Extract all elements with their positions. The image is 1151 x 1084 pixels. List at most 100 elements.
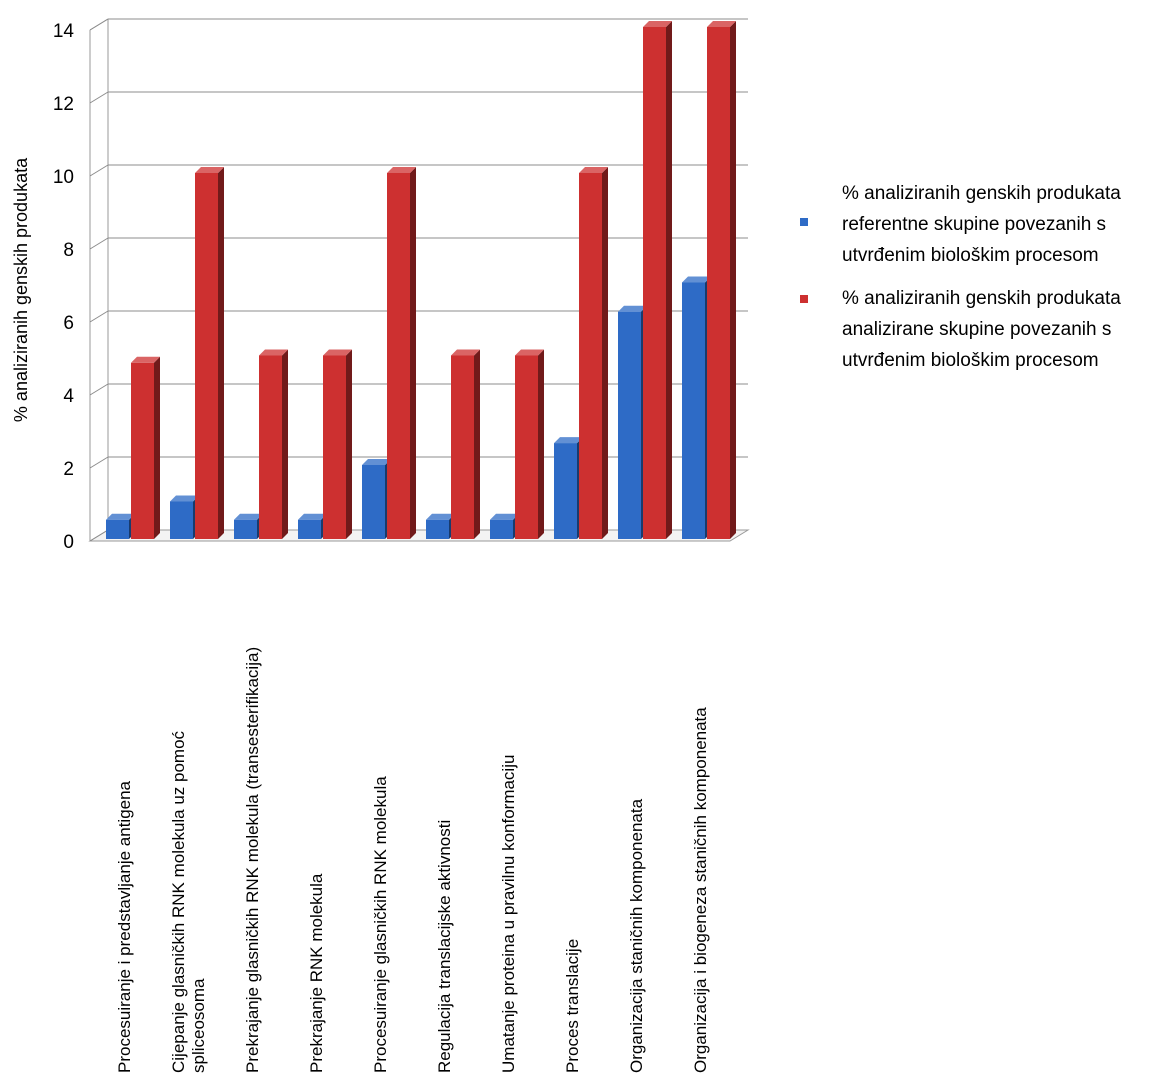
bar <box>131 356 160 539</box>
bar-top <box>106 513 135 520</box>
x-tick-label-line: Regulacija translacijske aktivnosti <box>435 820 454 1073</box>
bar-side <box>538 349 544 539</box>
bar-top <box>323 349 352 356</box>
x-tick-label: Proces translacije <box>563 939 582 1073</box>
y-tick-label: 4 <box>63 386 74 407</box>
bar-top <box>579 167 608 173</box>
bar-top <box>554 437 583 444</box>
bar <box>618 305 647 539</box>
bar <box>298 513 327 539</box>
bar-top <box>131 356 160 363</box>
x-tick-label-line: Procesuiranje glasničkih RNK molekula <box>371 776 390 1073</box>
bar-front <box>323 355 346 539</box>
x-tick-label-line: Umatanje proteina u pravilnu konformacij… <box>499 755 518 1073</box>
gridline-diagonal <box>89 383 109 396</box>
bar-top <box>643 21 672 27</box>
bar-side <box>602 167 608 539</box>
bar <box>515 349 544 539</box>
bar-side <box>410 167 416 539</box>
bar <box>579 167 608 539</box>
x-tick-label: Prekrajanje RNK molekula <box>307 873 326 1073</box>
bar-front <box>451 355 474 539</box>
y-tick-label: 12 <box>53 94 74 115</box>
bar-top <box>234 513 263 520</box>
bar-side <box>474 349 480 539</box>
legend-swatch-red <box>800 295 808 303</box>
x-tick-label: Cijepanje glasničkih RNK molekula uz pom… <box>169 730 208 1073</box>
legend-label-line: referentne skupine povezanih s <box>842 214 1107 235</box>
bar <box>106 513 135 539</box>
bar-side <box>666 21 672 539</box>
bar <box>490 513 519 539</box>
bar <box>387 167 416 539</box>
y-tick-label: 10 <box>53 167 74 188</box>
x-tick-label: Organizacija i biogeneza staničnih kompo… <box>691 707 710 1073</box>
gridline-diagonal <box>89 237 109 250</box>
x-tick-label: Prekrajanje glasničkih RNK molekula (tra… <box>243 647 262 1073</box>
x-tick-label-line: Prekrajanje glasničkih RNK molekula (tra… <box>243 647 262 1073</box>
y-tick-label: 0 <box>63 532 74 553</box>
bar-top <box>490 513 519 520</box>
bar <box>707 21 736 539</box>
x-tick-label-line: Organizacija staničnih komponenata <box>627 798 646 1073</box>
bar-side <box>218 167 224 539</box>
legend-item-analyzed: % analiziranih genskih produkata analizi… <box>790 283 1150 376</box>
bar-top <box>195 167 224 173</box>
bar <box>643 21 672 539</box>
x-tick-label-line: Cijepanje glasničkih RNK molekula uz pom… <box>169 730 188 1073</box>
y-tick-label: 8 <box>63 240 74 261</box>
bar <box>426 513 455 539</box>
bar-front <box>234 519 257 539</box>
legend-item-reference: % analiziranih genskih produkata referen… <box>790 178 1150 271</box>
bar-front <box>106 519 129 539</box>
bar <box>234 513 263 539</box>
x-tick-label: Procesuiranje i predstavljanje antigena <box>115 780 134 1073</box>
legend-label-line: % analiziranih genskih produkata <box>842 288 1121 309</box>
bar-front <box>298 519 321 539</box>
bar-top <box>707 21 736 27</box>
bar-top <box>170 495 199 502</box>
bar-top <box>682 276 711 283</box>
legend-swatch-blue <box>800 218 808 226</box>
x-tick-label: Regulacija translacijske aktivnosti <box>435 820 454 1073</box>
gridline-diagonal <box>89 18 109 31</box>
legend-label-line: % analiziranih genskih produkata <box>842 183 1121 204</box>
bar-front <box>682 282 705 539</box>
x-tick-label-line: Proces translacije <box>563 939 582 1073</box>
bar-front <box>643 27 666 539</box>
legend: % analiziranih genskih produkata referen… <box>790 178 1150 388</box>
gridline-diagonal <box>89 310 109 323</box>
bar <box>451 349 480 539</box>
x-tick-label-line: Organizacija i biogeneza staničnih kompo… <box>691 707 710 1073</box>
bar-front <box>170 501 193 539</box>
x-tick-label-line: spliceosoma <box>189 978 208 1073</box>
bar-side <box>154 356 160 539</box>
legend-label-line: utvrđenim biološkim procesom <box>842 245 1099 266</box>
bar-front <box>579 173 602 539</box>
bar-front <box>707 27 730 539</box>
x-tick-label: Procesuiranje glasničkih RNK molekula <box>371 776 390 1073</box>
bar-top <box>618 305 647 312</box>
bar-front <box>195 173 218 539</box>
bar-top <box>298 513 327 520</box>
bars <box>106 21 736 539</box>
bar-front <box>426 519 449 539</box>
y-tick-label: 6 <box>63 313 74 334</box>
gridline-diagonal <box>89 164 109 177</box>
bar <box>170 495 199 539</box>
y-axis-label: % analiziranih genskih produkata <box>11 157 31 422</box>
gridline-diagonal <box>89 91 109 104</box>
gridline-diagonal <box>89 456 109 469</box>
bar-front <box>259 355 282 539</box>
y-tick-label: 14 <box>53 21 75 42</box>
bar-top <box>387 167 416 173</box>
bar <box>554 437 583 539</box>
bar-front <box>515 355 538 539</box>
gridline-diagonal <box>89 529 109 542</box>
bar-front <box>362 465 385 539</box>
bar-front <box>554 443 577 539</box>
bar-side <box>282 349 288 539</box>
bar-front <box>618 311 641 539</box>
bar-top <box>451 349 480 356</box>
bar-front <box>490 519 513 539</box>
